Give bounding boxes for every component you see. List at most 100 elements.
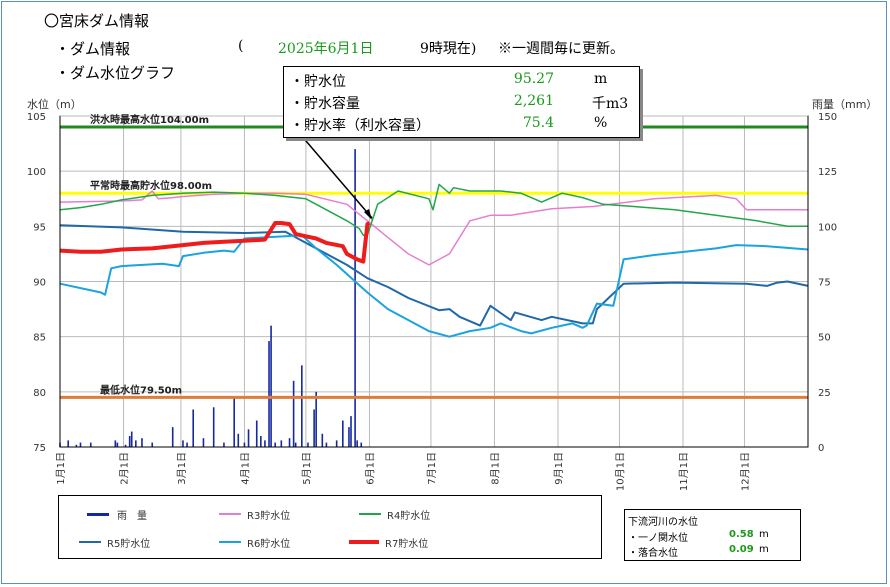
y2-tick-label: 0 bbox=[818, 443, 824, 454]
series-lines bbox=[59, 183, 809, 338]
rain-bar bbox=[233, 398, 235, 447]
rain-bar bbox=[268, 341, 270, 447]
level-value: 95.27 bbox=[513, 71, 554, 87]
legend-r3-swatch bbox=[219, 513, 241, 515]
x-tick-label: 7月1日 bbox=[426, 452, 438, 485]
river-station-2-unit: m bbox=[759, 544, 769, 555]
series-line bbox=[59, 190, 808, 266]
rain-bar bbox=[264, 440, 266, 447]
rain-bar bbox=[360, 442, 363, 447]
rain-bar bbox=[315, 391, 317, 447]
river-station-1-label: ・一ノ関水位 bbox=[628, 533, 688, 544]
rain-bar bbox=[292, 380, 295, 447]
y-tick-label: 95 bbox=[33, 222, 46, 233]
rain-bar bbox=[192, 409, 195, 447]
level-unit: m bbox=[594, 71, 608, 87]
y-tick-label: 90 bbox=[33, 278, 46, 289]
y2-tick-label: 50 bbox=[818, 333, 831, 344]
y-tick-label: 100 bbox=[27, 167, 46, 178]
reference-line-label: 最低水位79.50m bbox=[100, 383, 182, 396]
y-tick-label: 85 bbox=[33, 333, 46, 344]
reference-line-label: 平常時最高貯水位98.00m bbox=[90, 179, 212, 192]
rain-bar bbox=[67, 440, 69, 447]
rain-bar bbox=[223, 442, 225, 447]
y2-tick-label: 25 bbox=[818, 388, 831, 399]
rain-bar bbox=[135, 440, 137, 447]
volume-value: 2,261 bbox=[513, 93, 554, 109]
rain-bar bbox=[141, 438, 143, 447]
rain-bar bbox=[280, 440, 283, 447]
rain-bar bbox=[116, 442, 119, 447]
chart-legend: 雨 量 R3貯水位 R4貯水位 R5貯水位 R6貯水位 R7貯水位 bbox=[58, 495, 602, 559]
rain-bar bbox=[212, 407, 215, 447]
update-date: 2025年6月1日 bbox=[278, 41, 374, 57]
rain-bar bbox=[79, 442, 82, 447]
rain-bar bbox=[270, 325, 272, 447]
y-tick-label: 75 bbox=[33, 443, 46, 454]
rain-bar bbox=[307, 442, 309, 447]
y2-tick-label: 150 bbox=[818, 112, 837, 123]
current-status-popup: ・貯水位 95.27 m ・貯水容量 2,261 千m3 ・貯水率（利水容量） … bbox=[283, 66, 640, 138]
rain-bar bbox=[335, 440, 338, 447]
legend-r3: R3貯水位 bbox=[247, 511, 291, 522]
volume-label: ・貯水容量 bbox=[290, 96, 360, 112]
rain-bar bbox=[348, 427, 350, 447]
page-title: 〇宮床ダム情報 bbox=[44, 12, 150, 30]
rain-bar bbox=[342, 420, 344, 447]
graph-heading: ・ダム水位グラフ bbox=[55, 64, 176, 82]
reference-line-label: 洪水時最高水位104.00m bbox=[90, 113, 209, 126]
rate-value: 75.4 bbox=[522, 115, 554, 131]
legend-r4-swatch bbox=[359, 513, 381, 515]
rain-bar bbox=[237, 433, 240, 447]
rain-bar bbox=[294, 442, 297, 447]
rain-bar bbox=[130, 431, 133, 447]
rate-label: ・貯水率（利水容量） bbox=[290, 118, 430, 134]
river-station-1-unit: m bbox=[759, 529, 769, 540]
river-station-2-label: ・落合水位 bbox=[628, 548, 678, 559]
rain-bar bbox=[313, 409, 315, 447]
legend-r6-swatch bbox=[219, 541, 241, 543]
series-line bbox=[59, 234, 809, 338]
grid bbox=[59, 115, 809, 448]
rain-bar bbox=[124, 444, 127, 447]
rain-bars bbox=[59, 149, 363, 447]
x-tick-label: 9月1日 bbox=[553, 452, 565, 485]
x-tick-label: 1月1日 bbox=[55, 452, 67, 485]
x-tick-label: 12月1日 bbox=[739, 452, 751, 491]
rain-bar bbox=[114, 440, 117, 447]
rain-bar bbox=[247, 429, 250, 447]
rain-bar bbox=[171, 427, 174, 447]
series-line bbox=[59, 221, 371, 264]
rain-bar bbox=[89, 442, 92, 447]
rain-bar bbox=[202, 438, 205, 447]
axes: 1月1日 2月1日 3月1日 4月1日 5月1日 6月1日 7月1日 8月1日 9月1日 10月1… bbox=[27, 112, 837, 491]
y-tick-label: 105 bbox=[27, 112, 46, 123]
x-tick-label: 5月1日 bbox=[301, 452, 313, 485]
rate-unit: % bbox=[594, 115, 608, 131]
level-label: ・貯水位 bbox=[290, 74, 346, 90]
series-line bbox=[59, 224, 809, 327]
update-time: 9時現在) bbox=[420, 41, 477, 57]
rain-bar bbox=[186, 442, 188, 447]
rain-bar bbox=[350, 416, 352, 447]
rain-bar bbox=[288, 438, 291, 447]
callout-arrow-head bbox=[364, 209, 372, 220]
rain-bar bbox=[151, 442, 154, 447]
legend-r7: R7貯水位 bbox=[385, 539, 429, 550]
river-title: 下流河川の水位 bbox=[628, 517, 698, 528]
river-station-1-value: 0.58 bbox=[729, 529, 754, 540]
x-tick-label: 10月1日 bbox=[614, 452, 626, 491]
rain-bar bbox=[325, 442, 328, 447]
y-axis-label: 水位（m） bbox=[27, 97, 82, 111]
dam-info-heading: ・ダム情報 bbox=[55, 40, 131, 58]
river-station-2-value: 0.09 bbox=[729, 544, 754, 555]
rain-bar bbox=[356, 440, 358, 447]
rain-bar bbox=[301, 365, 303, 447]
rain-bar bbox=[243, 442, 246, 447]
x-tick-label: 6月1日 bbox=[364, 452, 376, 485]
legend-r5: R5貯水位 bbox=[107, 539, 151, 550]
x-tick-label: 3月1日 bbox=[176, 452, 188, 485]
update-note: ※一週間毎に更新。 bbox=[498, 41, 624, 57]
